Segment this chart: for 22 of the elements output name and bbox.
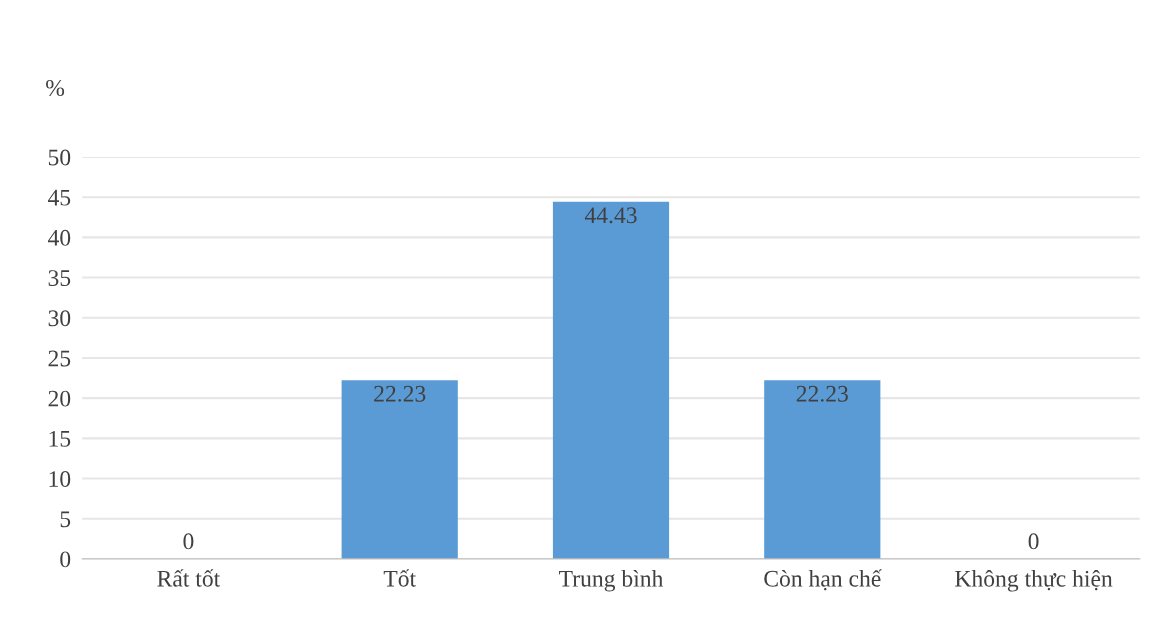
y-tick-label: 10 xyxy=(49,471,71,487)
y-tick-label: 45 xyxy=(47,189,71,206)
x-tick-label: Rất tốt xyxy=(157,569,221,587)
y-tick-label: 40 xyxy=(47,229,71,246)
data-label: 22.23 xyxy=(796,385,848,402)
y-tick-label: 5 xyxy=(60,511,71,528)
y-tick-label: 30 xyxy=(48,310,71,327)
y-tick-label: 15 xyxy=(49,430,71,447)
x-tick-label: Trung bình xyxy=(559,570,664,592)
y-tick-label: 25 xyxy=(48,350,71,367)
x-tick-label: Còn hạn chế xyxy=(764,569,882,591)
y-axis-title: % xyxy=(46,80,65,97)
y-tick-label: 50 xyxy=(48,149,71,166)
x-tick-label: Tốt xyxy=(383,569,416,587)
x-tick-label: Không thực hiện xyxy=(955,570,1113,592)
data-label: 44.43 xyxy=(584,207,637,224)
y-tick-label: 0 xyxy=(60,551,71,568)
data-label: 22.23 xyxy=(374,385,426,402)
y-tick-label: 20 xyxy=(48,390,71,407)
y-tick-label: 35 xyxy=(48,270,71,286)
data-label: 0 xyxy=(1028,533,1039,550)
data-label: 0 xyxy=(183,533,194,550)
